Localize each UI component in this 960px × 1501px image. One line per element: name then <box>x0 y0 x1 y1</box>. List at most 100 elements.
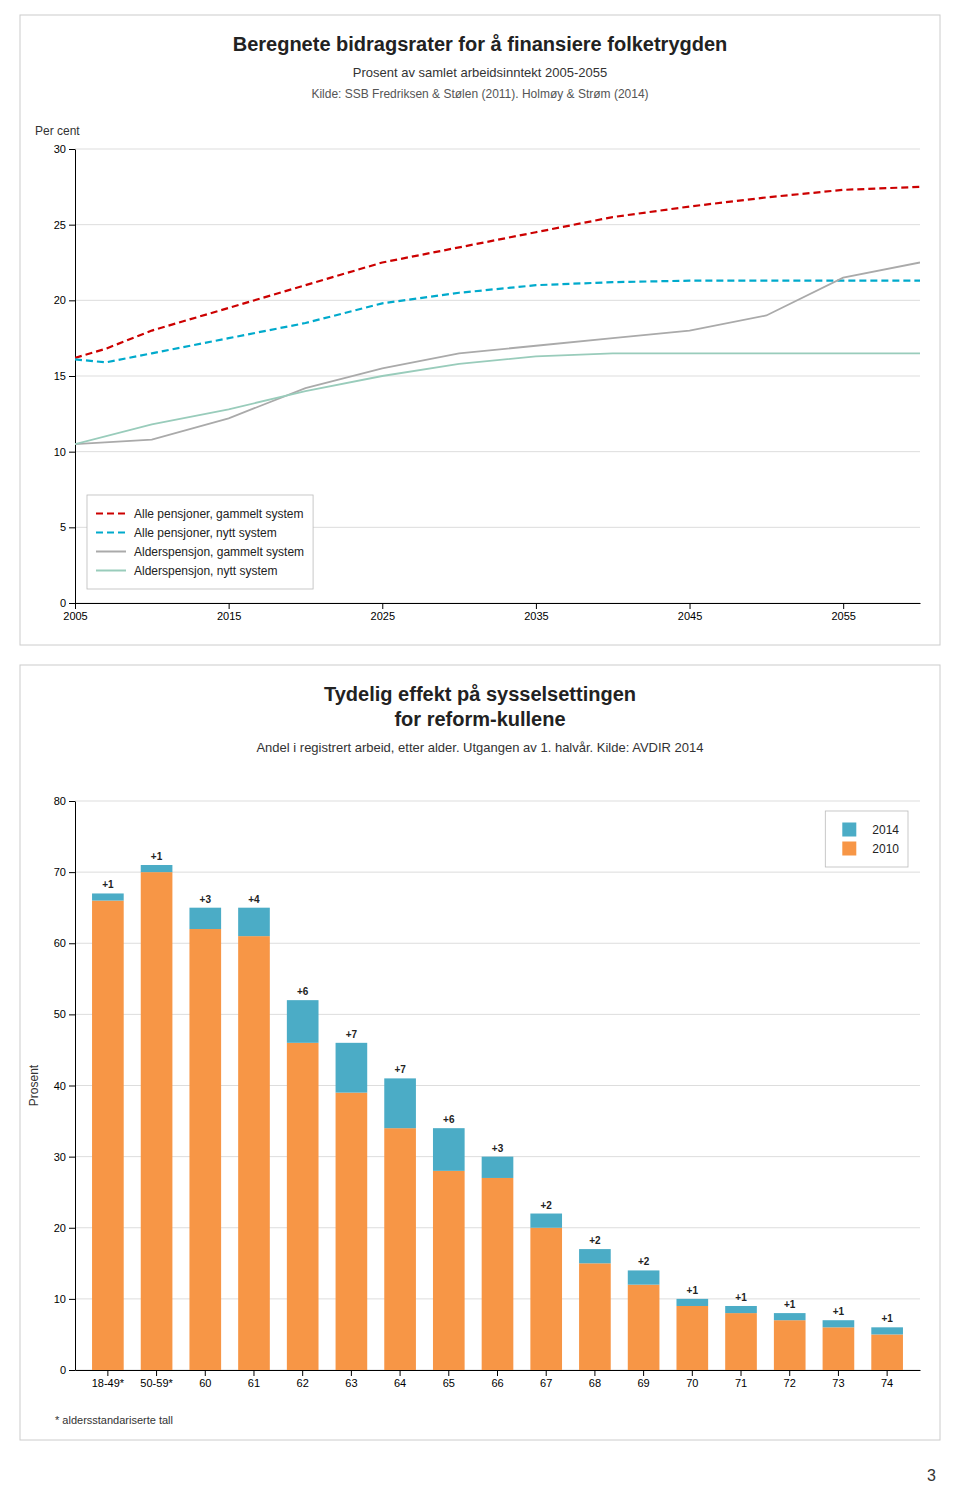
bar <box>823 1327 855 1370</box>
tick: 2005 <box>63 603 87 622</box>
data-label: +6 <box>443 1114 455 1125</box>
y-axis-title: Prosent <box>27 1064 41 1106</box>
grid-line <box>75 801 920 802</box>
chart-panel: Tydelig effekt på sysselsettingen for ref… <box>20 665 940 1440</box>
title-line: for reform-kullene <box>394 708 565 730</box>
tick-mark <box>302 1370 303 1376</box>
tick: 2035 <box>524 603 548 622</box>
bar <box>482 1178 514 1370</box>
tick: 20 <box>54 1222 75 1234</box>
legend: 20142010 <box>825 811 908 867</box>
subtitle: Prosent av samlet arbeidsinntekt 2005-20… <box>353 65 607 80</box>
tick-label: 18-49* <box>92 1377 125 1389</box>
bar <box>628 1285 660 1370</box>
tick-mark <box>107 1370 108 1376</box>
tick: 67 <box>540 1370 552 1389</box>
data-label: +2 <box>589 1235 601 1246</box>
tick-mark <box>69 527 75 528</box>
tick-label: 74 <box>881 1377 893 1389</box>
axis-line <box>76 603 921 604</box>
grid-line <box>75 451 920 452</box>
tick: 70 <box>686 1370 698 1389</box>
tick-label: 70 <box>54 866 66 878</box>
tick: 61 <box>248 1370 260 1389</box>
y-axis-title: Per cent <box>35 124 80 138</box>
grid-line <box>75 376 920 377</box>
legend-swatch <box>96 551 126 553</box>
legend-label: 2010 <box>872 842 899 856</box>
tick-mark <box>69 452 75 453</box>
tick-label: 10 <box>54 1293 66 1305</box>
tick-label: 61 <box>248 1377 260 1389</box>
tick-mark <box>887 1370 888 1376</box>
tick-label: 72 <box>784 1377 796 1389</box>
tick: 50-59* <box>140 1370 173 1389</box>
tick-mark <box>594 1370 595 1376</box>
tick: 68 <box>589 1370 601 1389</box>
grid <box>75 801 920 1370</box>
tick-mark <box>253 1370 254 1376</box>
bar <box>725 1306 757 1313</box>
tick: 65 <box>443 1370 455 1389</box>
tick: 74 <box>881 1370 893 1389</box>
axis-line <box>75 802 76 1371</box>
grid-line <box>75 872 920 873</box>
tick: 10 <box>54 446 75 458</box>
tick-label: 2025 <box>371 610 395 622</box>
tick-mark <box>69 872 75 873</box>
bar <box>141 865 173 872</box>
tick: 15 <box>54 370 75 382</box>
tick: 25 <box>54 219 75 231</box>
tick-label: 10 <box>54 446 66 458</box>
x-axis: 18-49*50-59*6061626364656667686970717273… <box>76 1370 921 1389</box>
tick: 0 <box>60 1364 75 1376</box>
bar <box>871 1334 903 1370</box>
tick-label: 64 <box>394 1377 406 1389</box>
legend-label: Alderspensjon, nytt system <box>134 564 277 578</box>
legend-swatch <box>96 570 126 572</box>
tick-mark <box>69 943 75 944</box>
line <box>75 187 920 358</box>
footnote: * aldersstandariserte tall <box>55 1414 173 1426</box>
tick: 72 <box>784 1370 796 1389</box>
bar <box>774 1320 806 1370</box>
tick: 2025 <box>371 603 395 622</box>
bar <box>530 1214 562 1228</box>
tick-label: 73 <box>832 1377 844 1389</box>
tick-mark <box>205 1370 206 1376</box>
bar <box>774 1313 806 1320</box>
tick-mark <box>229 603 230 609</box>
tick-mark <box>382 603 383 609</box>
tick-label: 69 <box>637 1377 649 1389</box>
tick-label: 50 <box>54 1008 66 1020</box>
tick-mark <box>448 1370 449 1376</box>
bar <box>725 1313 757 1370</box>
legend-swatch <box>96 532 126 534</box>
bar-series <box>92 865 903 1334</box>
grid-line <box>75 149 920 150</box>
tick-label: 62 <box>297 1377 309 1389</box>
tick-label: 2005 <box>63 610 87 622</box>
tick-mark <box>497 1370 498 1376</box>
title-line: Tydelig effekt på sysselsettingen <box>324 683 636 705</box>
title: Beregnete bidragsrater for å finansiere … <box>233 33 728 55</box>
tick-mark <box>69 1370 75 1371</box>
tick: 5 <box>60 521 75 533</box>
bar <box>433 1128 465 1171</box>
line <box>75 353 920 444</box>
grid <box>75 149 920 603</box>
bar <box>189 929 221 1370</box>
tick-mark <box>546 1370 547 1376</box>
legend-swatch <box>96 513 126 515</box>
bar <box>579 1263 611 1370</box>
data-label: +2 <box>541 1200 553 1211</box>
tick-mark <box>69 1299 75 1300</box>
legend-swatch <box>842 842 856 856</box>
tick-label: 70 <box>686 1377 698 1389</box>
data-label: +7 <box>394 1064 406 1075</box>
data-label: +1 <box>881 1313 893 1324</box>
tick: 18-49* <box>92 1370 125 1389</box>
tick-label: 66 <box>491 1377 503 1389</box>
chart-root: Beregnete bidragsrater for å finansiere … <box>0 0 960 1501</box>
tick-label: 15 <box>54 370 66 382</box>
